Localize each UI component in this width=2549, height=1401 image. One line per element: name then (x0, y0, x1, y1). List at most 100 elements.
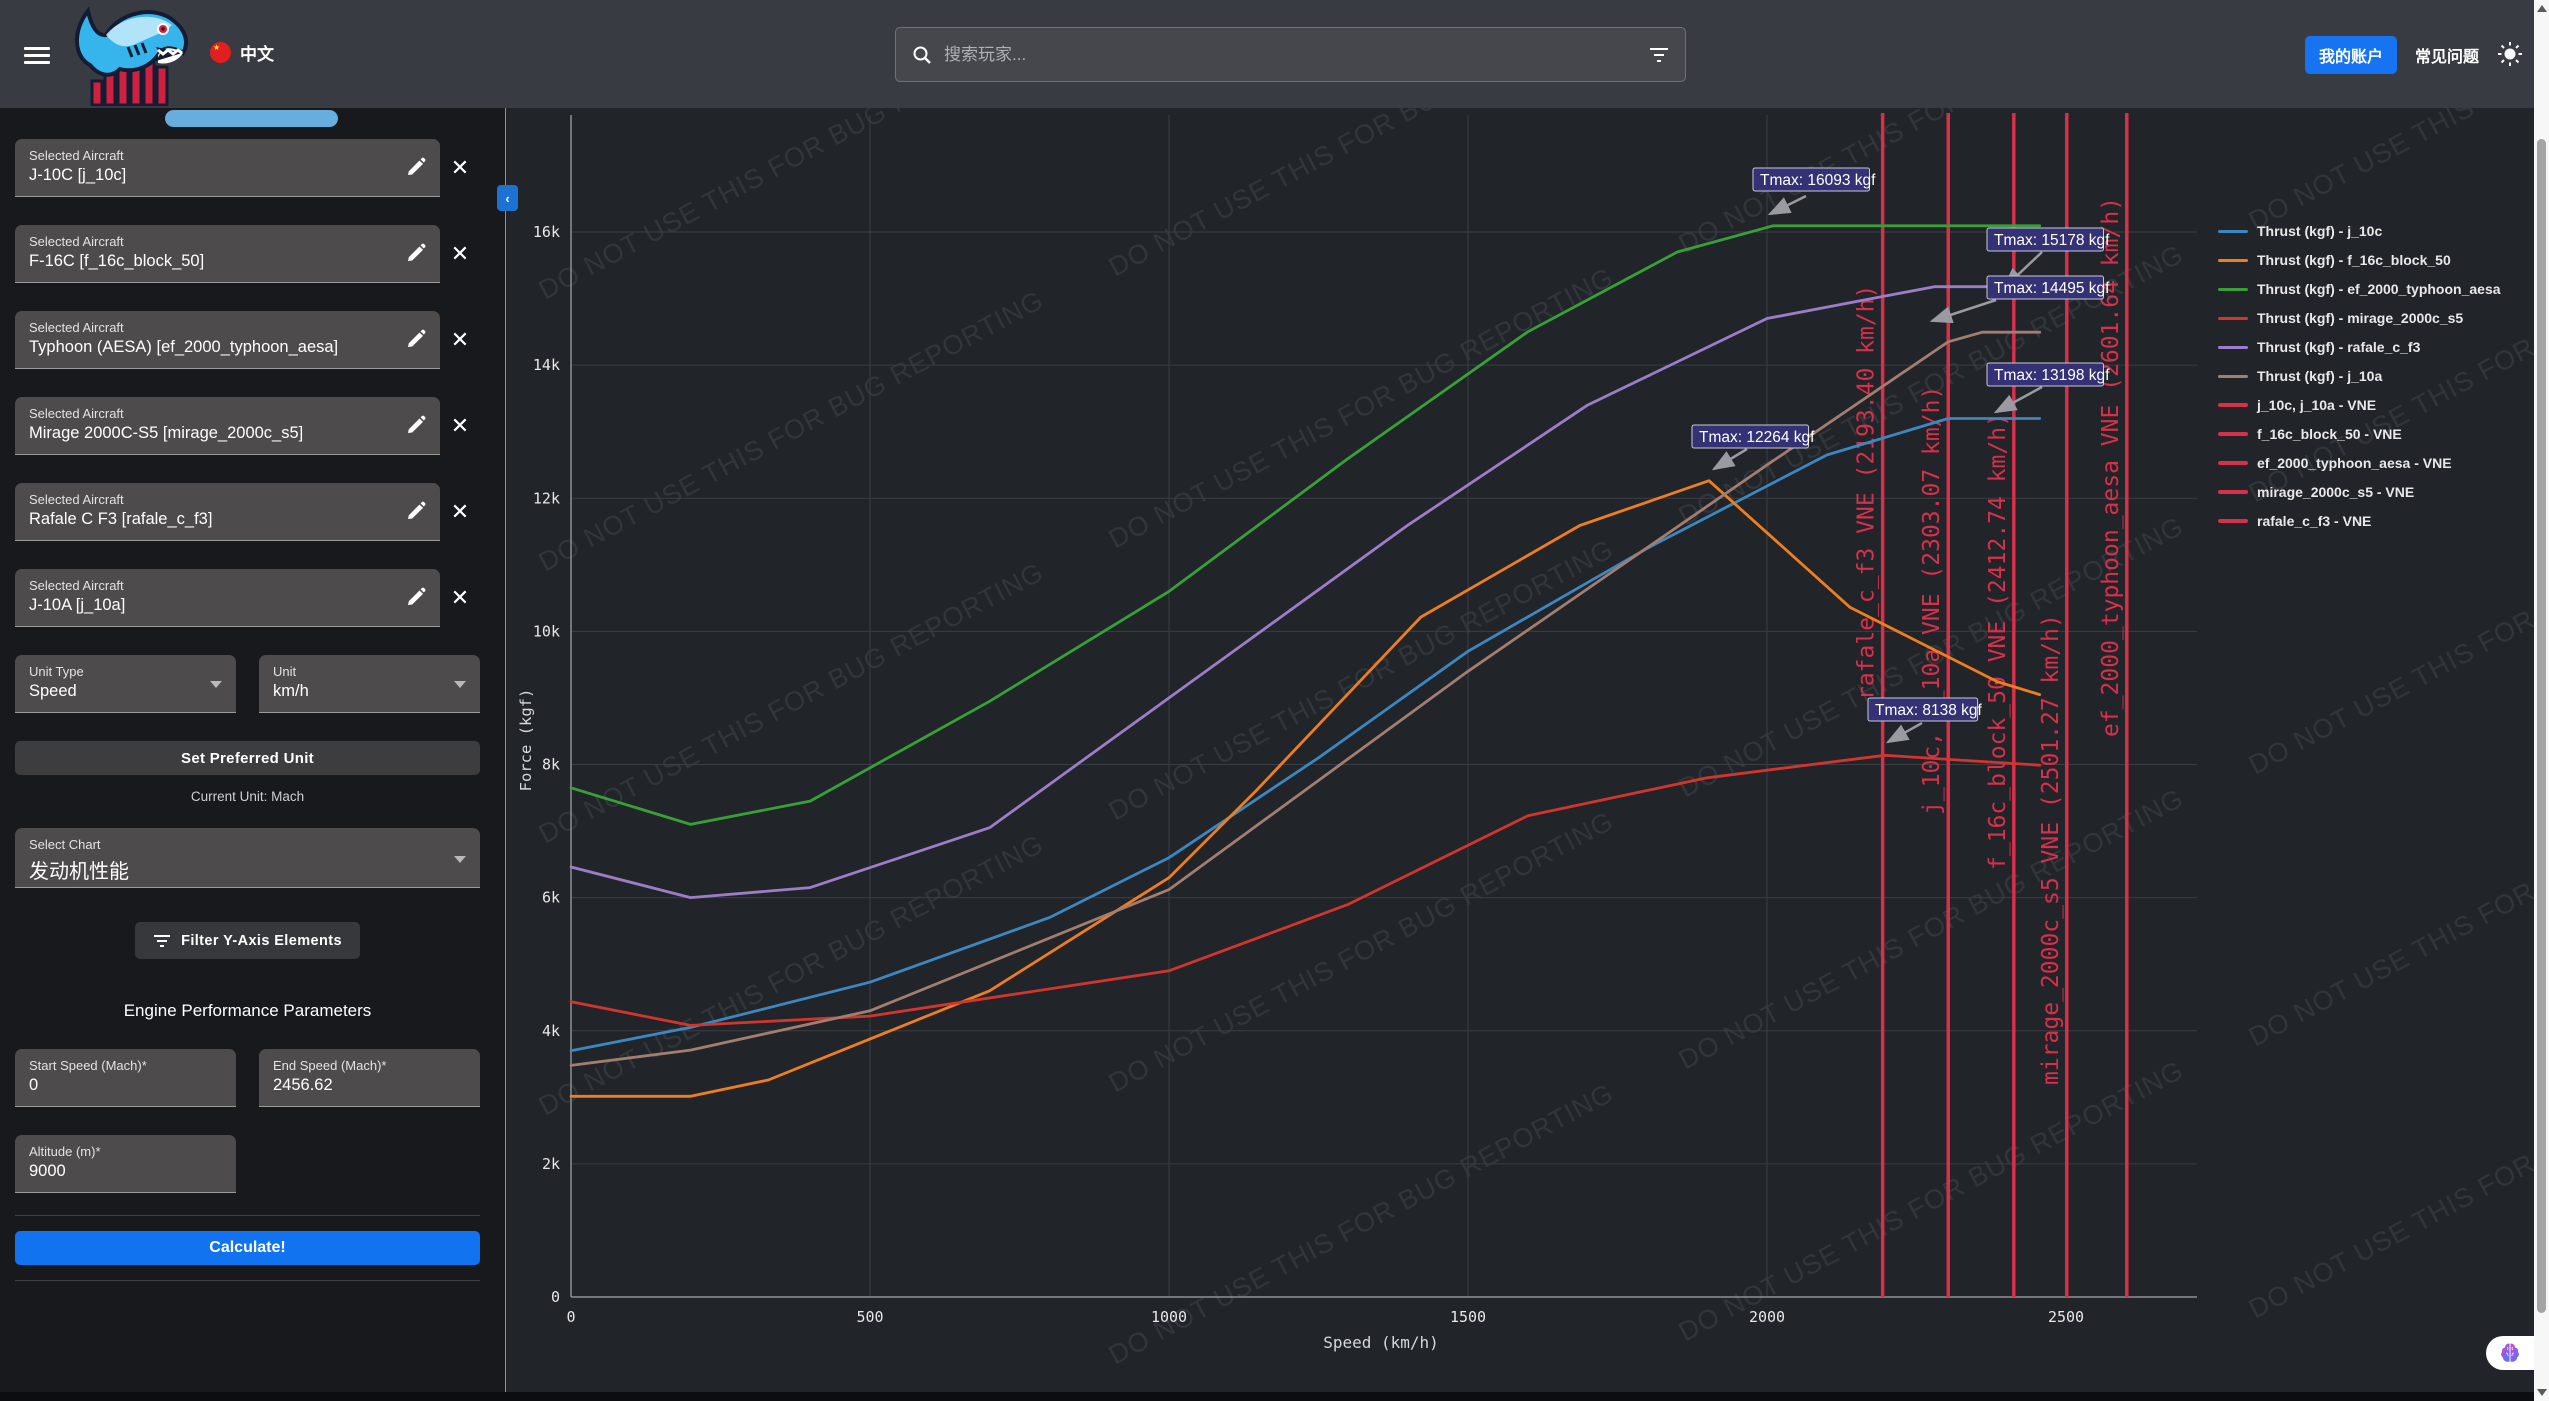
legend-item[interactable]: Thrust (kgf) - ef_2000_typhoon_aesa (2218, 281, 2501, 297)
legend-item[interactable]: Thrust (kgf) - rafale_c_f3 (2218, 339, 2501, 355)
tmax-annotation-text: Tmax: 16093 kgf (1760, 172, 1876, 189)
y-tick-label: 0 (551, 1288, 560, 1306)
legend-label: rafale_c_f3 - VNE (2257, 513, 2372, 529)
divider (15, 1280, 480, 1281)
watermark-text: DO NOT USE THIS FOR BUG REPORTING (1104, 262, 1619, 555)
legend-label: f_16c_block_50 - VNE (2257, 426, 2402, 442)
legend-item[interactable]: j_10c, j_10a - VNE (2218, 397, 2501, 413)
set-preferred-unit-button[interactable]: Set Preferred Unit (15, 741, 480, 775)
search-bar (895, 27, 1686, 82)
edit-pencil-icon[interactable] (406, 243, 426, 268)
account-button[interactable]: 我的账户 (2304, 36, 2397, 74)
selected-aircraft-field[interactable]: Selected Aircraft Rafale C F3 [rafale_c_… (15, 483, 440, 541)
selected-aircraft-label: Selected Aircraft (29, 406, 124, 421)
x-tick-label: 2500 (2048, 1308, 2084, 1326)
legend-item[interactable]: Thrust (kgf) - mirage_2000c_s5 (2218, 310, 2501, 326)
end-speed-input[interactable] (273, 1076, 436, 1095)
legend-swatch (2218, 490, 2248, 494)
legend-item[interactable]: rafale_c_f3 - VNE (2218, 513, 2501, 529)
legend-swatch (2218, 461, 2248, 465)
altitude-input[interactable] (29, 1162, 192, 1181)
unit-row: Unit Type Speed Unit km/h (15, 655, 480, 713)
remove-aircraft-button[interactable]: ✕ (440, 492, 480, 532)
legend-item[interactable]: Thrust (kgf) - j_10a (2218, 368, 2501, 384)
y-axis-title: Force (kgf) (517, 689, 535, 792)
tmax-annotation-text: Tmax: 12264 kgf (1699, 429, 1815, 446)
y-tick-label: 16k (533, 223, 560, 241)
selected-aircraft-label: Selected Aircraft (29, 234, 124, 249)
legend-swatch (2218, 403, 2248, 407)
selected-aircraft-field[interactable]: Selected Aircraft F-16C [f_16c_block_50] (15, 225, 440, 283)
x-tick-label: 1000 (1151, 1308, 1187, 1326)
selected-aircraft-field[interactable]: Selected Aircraft J-10A [j_10a] (15, 569, 440, 627)
brain-icon (2501, 1343, 2519, 1362)
remove-aircraft-button[interactable]: ✕ (440, 406, 480, 446)
language-selector[interactable]: 中文 (210, 40, 274, 65)
search-input[interactable] (944, 44, 1649, 65)
theme-toggle-button[interactable] (2497, 41, 2523, 70)
tmax-annotation-box (1752, 167, 1870, 192)
chart-legend: Thrust (kgf) - j_10c Thrust (kgf) - f_16… (2218, 223, 2501, 542)
y-tick-label: 6k (542, 889, 560, 907)
language-label: 中文 (240, 45, 274, 64)
legend-item[interactable]: ef_2000_typhoon_aesa - VNE (2218, 455, 2501, 471)
legend-swatch (2218, 374, 2248, 378)
legend-item[interactable]: f_16c_block_50 - VNE (2218, 426, 2501, 442)
tmax-annotations-layer: Tmax: 16093 kgf Tmax: 15178 kgf Tmax: 1449… (1691, 167, 2110, 744)
select-chart-dropdown[interactable]: Select Chart 发动机性能 (15, 828, 480, 888)
thrust-series-f_16c_block_50 (569, 479, 2042, 1098)
legend-item[interactable]: mirage_2000c_s5 - VNE (2218, 484, 2501, 500)
start-speed-input[interactable] (29, 1076, 192, 1095)
legend-item[interactable]: Thrust (kgf) - f_16c_block_50 (2218, 252, 2501, 268)
selected-aircraft-field[interactable]: Selected Aircraft J-10C [j_10c] (15, 139, 440, 197)
faq-button[interactable]: 常见问题 (2415, 43, 2479, 67)
legend-item[interactable]: Thrust (kgf) - j_10c (2218, 223, 2501, 239)
unit-type-select[interactable]: Unit Type Speed (15, 655, 236, 713)
edit-pencil-icon[interactable] (406, 587, 426, 612)
selected-aircraft-value: Rafale C F3 [rafale_c_f3] (29, 510, 213, 528)
y-tick-label: 4k (542, 1022, 560, 1040)
edit-pencil-icon[interactable] (406, 157, 426, 182)
edit-pencil-icon[interactable] (406, 501, 426, 526)
unit-select[interactable]: Unit km/h (259, 655, 480, 713)
scrollbar-up-arrow-icon[interactable] (2537, 5, 2547, 12)
remove-aircraft-button[interactable]: ✕ (440, 234, 480, 274)
unit-label: Unit (273, 664, 297, 679)
selected-aircraft-row: Selected Aircraft Mirage 2000C-S5 [mirag… (15, 397, 480, 455)
altitude-field[interactable]: Altitude (m)* (15, 1135, 236, 1193)
remove-aircraft-button[interactable]: ✕ (440, 320, 480, 360)
unit-type-label: Unit Type (29, 664, 84, 679)
watermark-text: DO NOT USE THIS FOR BUG REPORTING (1674, 1055, 2189, 1348)
vne-label: mirage_2000c_s5 VNE (2501.27 km/h) (2038, 614, 2064, 1085)
y-tick-label: 14k (533, 356, 560, 374)
hamburger-menu-icon[interactable] (24, 42, 58, 68)
scrollbar-down-arrow-icon[interactable] (2537, 1389, 2547, 1396)
edit-pencil-icon[interactable] (406, 329, 426, 354)
thrust-series-rafale_c_f3 (569, 285, 2042, 899)
selected-aircraft-value: F-16C [f_16c_block_50] (29, 252, 205, 270)
tmax-annotation-box (1986, 362, 2104, 387)
x-tick-label: 2000 (1749, 1308, 1785, 1326)
watermark-text: DO NOT USE THIS FOR BUG REPORTING (1104, 1078, 1619, 1371)
filter-y-axis-button[interactable]: Filter Y-Axis Elements (135, 922, 360, 959)
filter-y-axis-label: Filter Y-Axis Elements (181, 932, 342, 949)
sun-icon (2498, 41, 2522, 66)
selected-aircraft-field[interactable]: Selected Aircraft Typhoon (AESA) [ef_200… (15, 311, 440, 369)
start-speed-field[interactable]: Start Speed (Mach)* (15, 1049, 236, 1107)
tmax-annotation-text: Tmax: 13198 kgf (1994, 367, 2110, 384)
remove-aircraft-button[interactable]: ✕ (440, 578, 480, 618)
chevron-down-icon (454, 856, 466, 863)
scrollbar-thumb[interactable] (2537, 139, 2546, 1313)
edit-pencil-icon[interactable] (406, 415, 426, 440)
selected-aircraft-field[interactable]: Selected Aircraft Mirage 2000C-S5 [mirag… (15, 397, 440, 455)
selected-aircraft-row: Selected Aircraft J-10A [j_10a] ✕ (15, 569, 480, 627)
calculate-button[interactable]: Calculate! (15, 1231, 480, 1265)
end-speed-field[interactable]: End Speed (Mach)* (259, 1049, 480, 1107)
vne-label: f_16c_block_50 VNE (2412.74 km/h) (1985, 413, 2011, 870)
remove-aircraft-button[interactable]: ✕ (440, 148, 480, 188)
sidebar-collapse-button[interactable]: ‹ (497, 185, 518, 211)
assistant-pill-button[interactable] (2486, 1336, 2534, 1370)
filter-icon[interactable] (1649, 47, 1669, 63)
sidebar-scrolled-button-partial[interactable] (165, 110, 338, 127)
